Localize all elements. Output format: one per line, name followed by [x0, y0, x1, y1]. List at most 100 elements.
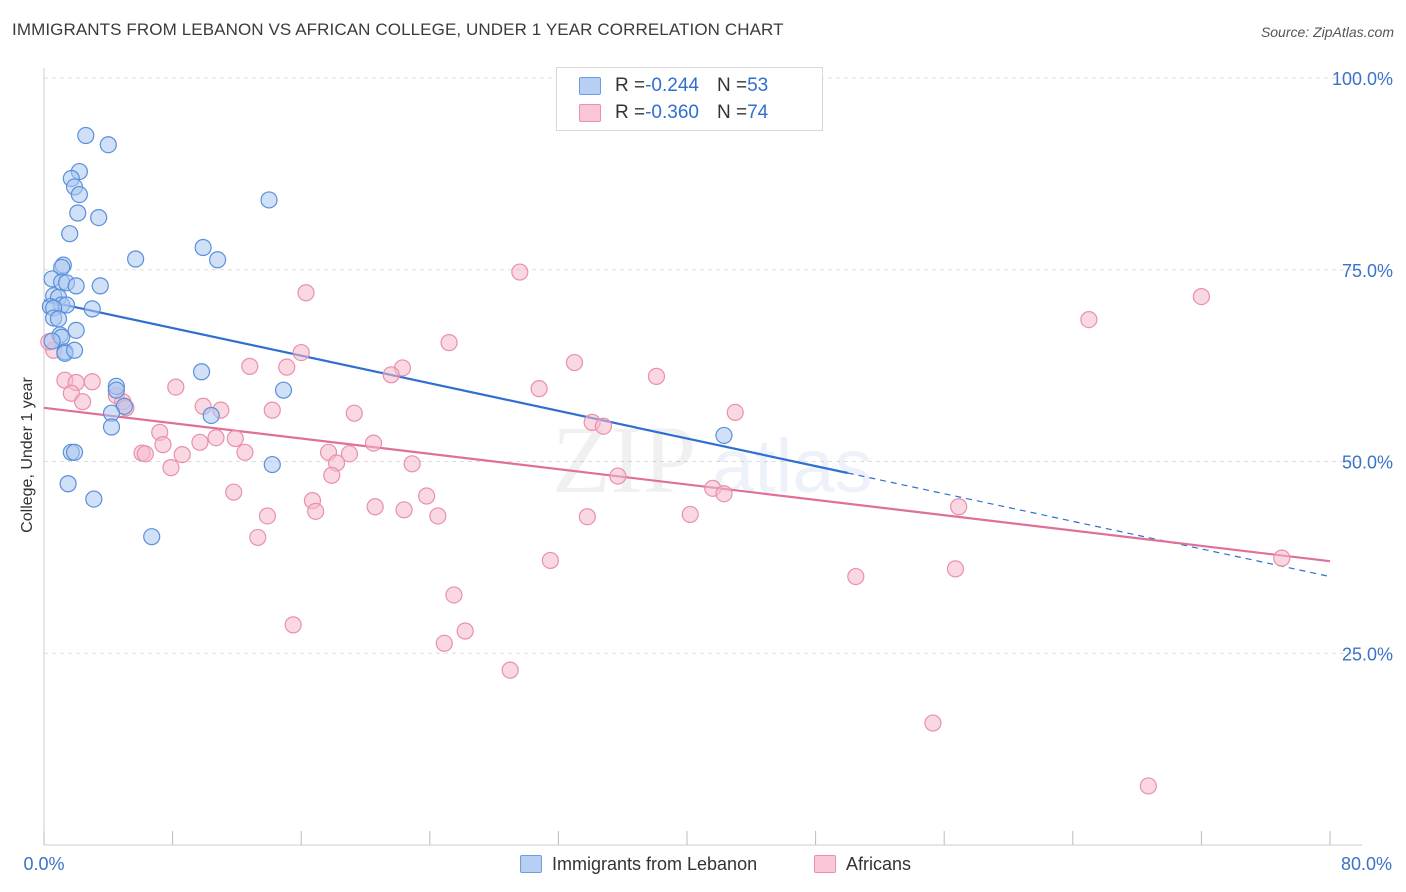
- lebanon-swatch: [579, 77, 601, 95]
- africans-point: [263, 401, 281, 419]
- lebanon-point: [83, 300, 101, 318]
- trend-line-lebanon-extension: [847, 472, 1331, 578]
- africans-point: [395, 501, 413, 519]
- africans-point: [950, 498, 968, 516]
- africans-point: [226, 429, 244, 448]
- lebanon-point: [67, 321, 85, 339]
- lebanon-point: [263, 455, 281, 474]
- africans-point: [278, 358, 296, 376]
- watermark-zip: ZIP: [552, 406, 696, 513]
- lebanon-point: [43, 332, 61, 350]
- africans-point: [249, 528, 267, 547]
- lebanon-point: [209, 251, 227, 269]
- x-tick-label: 80.0%: [1341, 854, 1392, 874]
- africans-point: [609, 467, 627, 485]
- africans-point: [647, 367, 666, 385]
- y-tick-label: 25.0%: [1342, 644, 1393, 664]
- lebanon-point: [274, 381, 293, 399]
- africans-point: [364, 434, 383, 452]
- n-value: 74: [747, 102, 769, 123]
- watermark-atlas: atlas: [712, 424, 873, 509]
- n-value: 53: [747, 75, 769, 96]
- lebanon-point: [65, 443, 84, 461]
- zipatlas-watermark: ZIP atlas: [552, 406, 873, 513]
- africans-point: [511, 263, 529, 281]
- n-label: N =: [716, 102, 748, 123]
- y-axis-label: College, Under 1 year: [19, 377, 36, 533]
- data-points: [40, 126, 1291, 795]
- trend-line-lebanon: [43, 299, 848, 475]
- africans-point: [292, 343, 310, 362]
- africans-legend-swatch: [814, 855, 836, 873]
- africans-point: [578, 508, 596, 526]
- legend-item-lebanon[interactable]: Immigrants from Lebanon: [520, 852, 757, 876]
- africans-point: [726, 403, 744, 422]
- tick-labels: 100.0% 75.0% 50.0% 25.0% 0.0% 80.0%: [23, 69, 1393, 874]
- lebanon-point: [202, 406, 220, 425]
- lebanon-point: [85, 490, 103, 508]
- africans-point: [225, 483, 243, 501]
- lebanon-point: [67, 277, 85, 295]
- africans-point: [1080, 311, 1098, 329]
- africans-point: [73, 393, 92, 411]
- lebanon-point: [65, 341, 84, 359]
- lebanon-point: [99, 136, 117, 154]
- lebanon-point: [194, 238, 212, 257]
- africans-point: [323, 466, 341, 484]
- lebanon-point: [61, 225, 79, 243]
- legend-label-lebanon: Immigrants from Lebanon: [552, 853, 758, 874]
- africans-point: [284, 616, 302, 634]
- africans-point: [417, 487, 436, 505]
- africans-point: [297, 284, 315, 302]
- africans-point: [541, 551, 559, 570]
- africans-point: [340, 445, 359, 463]
- africans-point: [136, 445, 154, 463]
- lebanon-point: [91, 277, 109, 295]
- lebanon-point: [107, 381, 125, 399]
- trend-line-africans: [43, 406, 1331, 563]
- africans-point: [440, 334, 458, 352]
- africans-point: [530, 380, 548, 398]
- axes: [43, 68, 1362, 846]
- africans-point: [946, 560, 965, 578]
- r-value: -0.244: [645, 75, 699, 96]
- africans-point: [1273, 549, 1291, 567]
- africans-point: [191, 433, 209, 451]
- africans-point: [501, 661, 519, 679]
- lebanon-point: [69, 204, 87, 222]
- lebanon-point: [59, 475, 77, 493]
- n-label: N =: [716, 75, 748, 96]
- africans-point: [258, 507, 277, 525]
- r-label: R =: [615, 102, 646, 123]
- africans-point: [173, 445, 191, 464]
- legend-row-africans: R = -0.360 N = 74: [579, 102, 768, 124]
- africans-swatch: [579, 104, 601, 122]
- lebanon-point: [102, 418, 121, 436]
- chart-title: IMMIGRANTS FROM LEBANON VS AFRICAN COLLE…: [12, 20, 784, 39]
- legend-row-lebanon: R = -0.244 N = 53: [579, 75, 768, 97]
- x-tick-label: 0.0%: [23, 854, 64, 874]
- africans-point: [445, 586, 463, 604]
- africans-point: [681, 505, 699, 524]
- lebanon-point: [70, 185, 88, 204]
- lebanon-point: [77, 126, 95, 145]
- y-tick-label: 50.0%: [1342, 453, 1393, 473]
- lebanon-point: [143, 528, 161, 546]
- africans-point: [924, 714, 942, 732]
- r-label: R =: [615, 75, 646, 96]
- africans-point: [1139, 777, 1157, 795]
- trend-lines: [43, 299, 1331, 578]
- africans-point: [382, 366, 400, 384]
- legend-item-africans[interactable]: Africans: [814, 852, 911, 876]
- africans-point: [162, 459, 180, 477]
- stats-legend: R = -0.244 N = 53 R = -0.360 N = 74: [556, 67, 823, 131]
- africans-point: [403, 455, 421, 473]
- africans-point: [366, 498, 384, 516]
- africans-point: [565, 353, 584, 372]
- r-value: -0.360: [645, 102, 699, 123]
- lebanon-point: [49, 310, 68, 328]
- lebanon-point: [127, 250, 145, 268]
- africans-point: [594, 417, 613, 435]
- africans-point: [715, 485, 733, 503]
